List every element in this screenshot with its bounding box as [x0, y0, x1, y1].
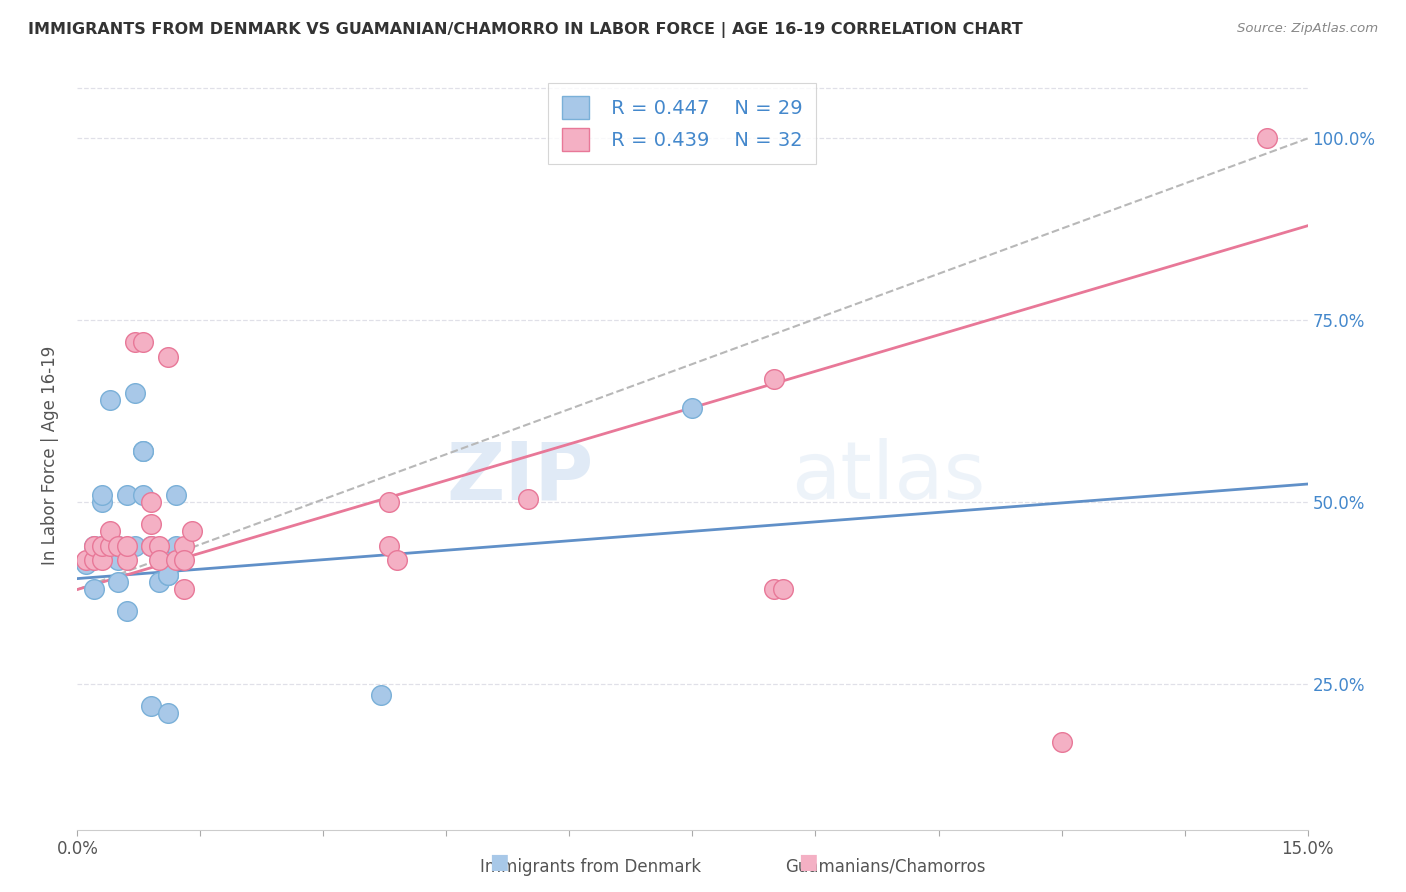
- Point: [378, 495, 401, 509]
- Legend:  R = 0.447    N = 29,  R = 0.439    N = 32: R = 0.447 N = 29, R = 0.439 N = 32: [548, 82, 815, 164]
- Point: [90, 488, 114, 502]
- Point: [90, 539, 114, 553]
- Point: [132, 444, 155, 458]
- Point: [148, 546, 170, 560]
- Point: [107, 539, 129, 553]
- Point: [370, 688, 392, 702]
- Point: [378, 539, 401, 553]
- Point: [124, 539, 146, 553]
- Point: [90, 495, 114, 509]
- Point: [98, 539, 121, 553]
- Point: [132, 444, 155, 458]
- Text: ■: ■: [489, 853, 509, 872]
- Point: [83, 539, 105, 553]
- Point: [1050, 735, 1073, 749]
- Point: [181, 524, 204, 539]
- Point: [385, 553, 409, 567]
- Text: IMMIGRANTS FROM DENMARK VS GUAMANIAN/CHAMORRO IN LABOR FORCE | AGE 16-19 CORRELA: IMMIGRANTS FROM DENMARK VS GUAMANIAN/CHA…: [28, 22, 1024, 38]
- Point: [156, 706, 179, 721]
- Point: [115, 604, 138, 618]
- Point: [141, 539, 163, 553]
- Point: [107, 553, 129, 567]
- Point: [165, 539, 187, 553]
- Point: [156, 568, 179, 582]
- Point: [132, 335, 155, 350]
- Point: [75, 557, 97, 571]
- Text: atlas: atlas: [792, 438, 986, 516]
- Point: [83, 553, 105, 567]
- Point: [75, 553, 97, 567]
- Point: [763, 582, 786, 597]
- Point: [98, 539, 121, 553]
- Point: [115, 553, 138, 567]
- Point: [90, 553, 114, 567]
- Point: [1256, 131, 1278, 145]
- Point: [148, 553, 170, 567]
- Text: ZIP: ZIP: [447, 438, 595, 516]
- Point: [115, 539, 138, 553]
- Point: [517, 491, 540, 506]
- Point: [173, 553, 195, 567]
- Point: [763, 371, 786, 385]
- Point: [156, 350, 179, 364]
- Point: [148, 539, 170, 553]
- Point: [107, 539, 129, 553]
- Text: Source: ZipAtlas.com: Source: ZipAtlas.com: [1237, 22, 1378, 36]
- Point: [148, 575, 170, 590]
- Point: [83, 582, 105, 597]
- Point: [124, 386, 146, 401]
- Text: Immigrants from Denmark: Immigrants from Denmark: [479, 858, 702, 876]
- Point: [772, 582, 794, 597]
- Point: [90, 539, 114, 553]
- Point: [107, 575, 129, 590]
- Point: [83, 539, 105, 553]
- Point: [141, 516, 163, 531]
- Point: [156, 568, 179, 582]
- Point: [165, 488, 187, 502]
- Point: [98, 524, 121, 539]
- Text: ■: ■: [799, 853, 818, 872]
- Y-axis label: In Labor Force | Age 16-19: In Labor Force | Age 16-19: [41, 345, 59, 565]
- Point: [165, 553, 187, 567]
- Point: [141, 539, 163, 553]
- Point: [98, 393, 121, 408]
- Point: [115, 488, 138, 502]
- Point: [141, 698, 163, 713]
- Text: Guamanians/Chamorros: Guamanians/Chamorros: [786, 858, 986, 876]
- Point: [173, 582, 195, 597]
- Point: [682, 401, 704, 415]
- Point: [132, 488, 155, 502]
- Point: [173, 539, 195, 553]
- Point: [141, 495, 163, 509]
- Point: [124, 335, 146, 350]
